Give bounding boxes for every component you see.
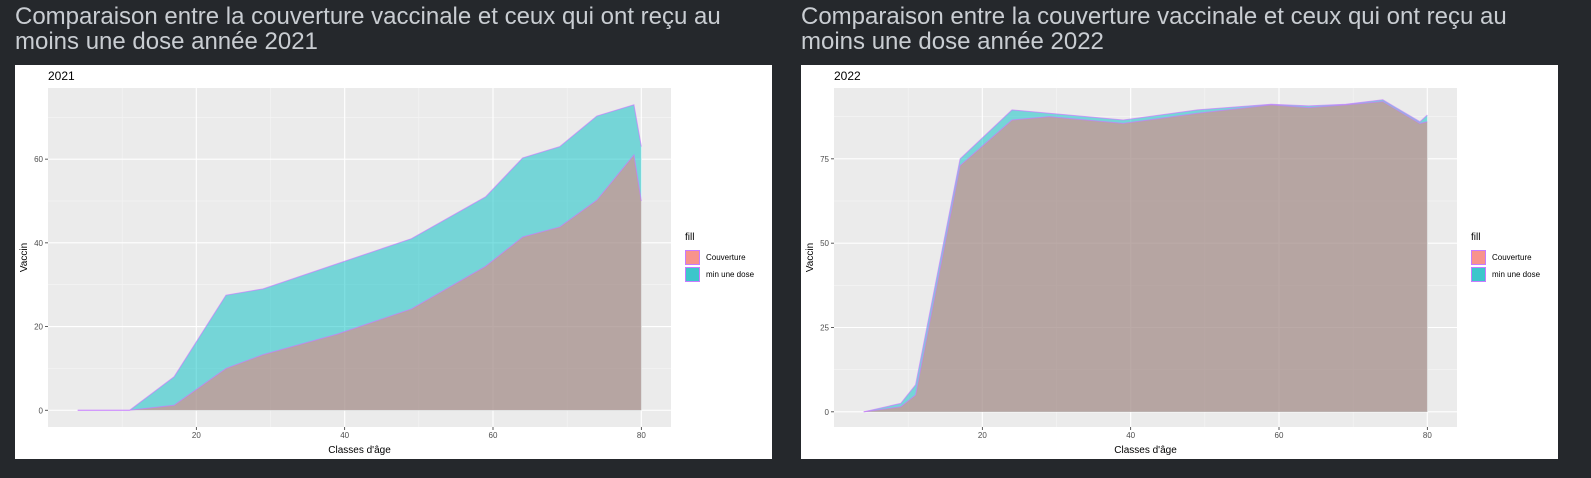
chart-panel-2021: Comparaison entre la couverture vaccinal…: [15, 0, 772, 459]
area-chart-2021: 20 40 60 80 0 20 40 60 Classes d'âge Vaccin: [19, 88, 671, 456]
legend: fill Couverture min une dose: [1471, 232, 1540, 283]
area-outline-couverture: [77, 153, 642, 411]
y-axis-title: Vaccin: [19, 243, 30, 272]
legend-swatch-min-une-dose: [685, 267, 700, 282]
panel-title: Comparaison entre la couverture vaccinal…: [15, 3, 721, 55]
chart-panel-2022: Comparaison entre la couverture vaccinal…: [801, 0, 1558, 459]
legend-item-min-une-dose: min une dose: [1471, 266, 1540, 283]
chart-subtitle: 2021: [48, 69, 75, 83]
x-tick-label: 20: [192, 431, 201, 440]
area-couverture: [863, 101, 1428, 412]
area-chart-2022: 20 40 60 80 0 25 50 75 Classes d'âge Vaccin: [805, 88, 1457, 456]
y-tick-label: 75: [820, 155, 829, 164]
y-tick-label: 0: [39, 406, 44, 415]
y-axis-title: Vaccin: [805, 243, 816, 272]
x-tick-label: 40: [340, 431, 349, 440]
plot-card: 20 40 60 80 0 25 50 75 Classes d'âge Vaccin 2022 …: [801, 65, 1558, 459]
legend-item-min-une-dose: min une dose: [685, 266, 754, 283]
legend-label: Couverture: [1492, 253, 1532, 262]
y-tick-label: 25: [820, 323, 829, 332]
x-tick-label: 80: [637, 431, 646, 440]
legend-item-couverture: Couverture: [1471, 249, 1540, 266]
plot-card: 20 40 60 80 0 20 40 60 Classes d'âge Vaccin 2021 …: [15, 65, 772, 459]
panel-title: Comparaison entre la couverture vaccinal…: [801, 3, 1507, 55]
x-tick-label: 80: [1423, 431, 1432, 440]
y-tick-label: 50: [820, 239, 829, 248]
legend-label: min une dose: [706, 270, 755, 279]
x-axis-title: Classes d'âge: [328, 445, 391, 456]
y-tick-label: 20: [34, 323, 43, 332]
area-couverture: [77, 154, 642, 411]
x-tick-label: 40: [1126, 431, 1135, 440]
area-outline-couverture: [863, 100, 1428, 413]
legend-swatch-min-une-dose: [1471, 267, 1486, 282]
area-outline-min-une-dose: [77, 104, 642, 411]
legend-title: fill: [685, 232, 695, 243]
y-tick-label: 60: [34, 155, 43, 164]
area-outline-min-une-dose: [863, 99, 1428, 413]
x-tick-label: 60: [489, 431, 498, 440]
legend-swatch-couverture: [685, 250, 700, 265]
y-tick-label: 40: [34, 239, 43, 248]
y-tick-label: 0: [825, 408, 830, 417]
legend-label: Couverture: [706, 253, 746, 262]
chart-subtitle: 2022: [834, 69, 861, 83]
x-tick-label: 20: [978, 431, 987, 440]
legend-title: fill: [1471, 232, 1481, 243]
legend-item-couverture: Couverture: [685, 249, 754, 266]
x-axis-title: Classes d'âge: [1114, 445, 1177, 456]
legend-swatch-couverture: [1471, 250, 1486, 265]
legend: fill Couverture min une dose: [685, 232, 754, 283]
x-tick-label: 60: [1275, 431, 1284, 440]
legend-label: min une dose: [1492, 270, 1541, 279]
